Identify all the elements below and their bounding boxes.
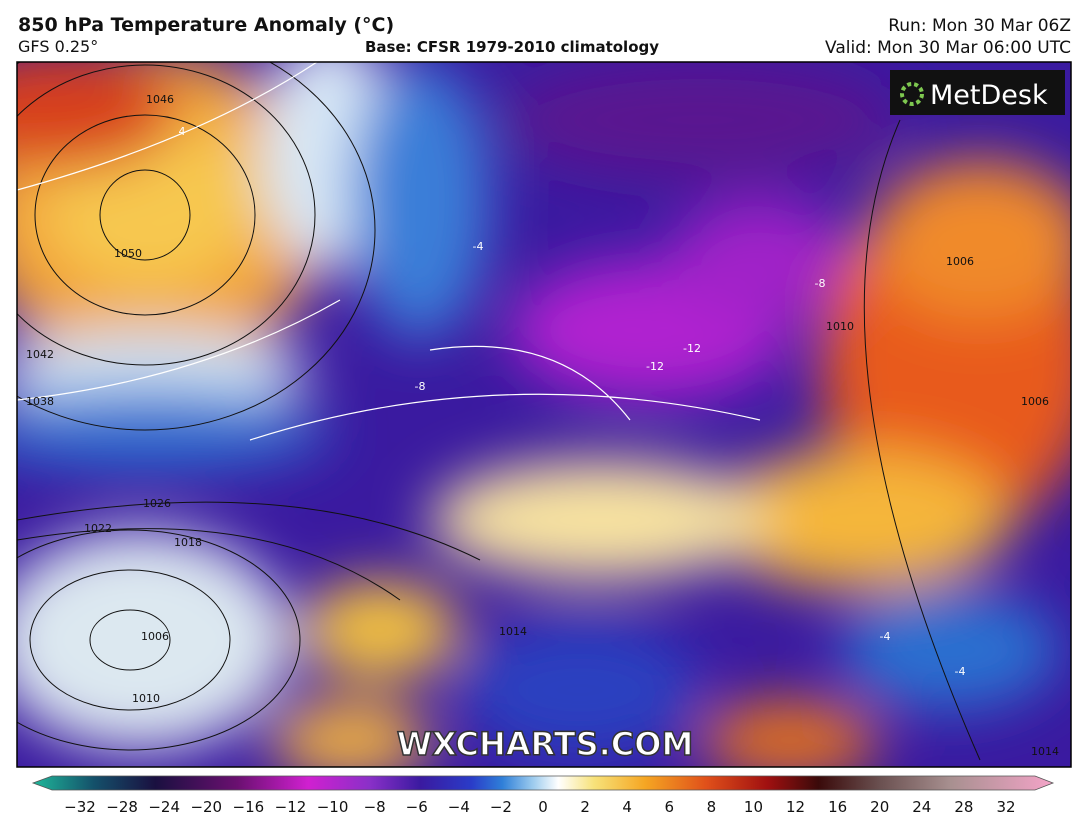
contour-label: 1006: [1021, 395, 1049, 408]
colorbar-label: −2: [490, 798, 512, 816]
colorbar-label: −12: [275, 798, 307, 816]
logo-box: [890, 70, 1065, 115]
colorbar-label: 8: [707, 798, 717, 816]
colorbar-label: 12: [786, 798, 805, 816]
valid-time: Valid: Mon 30 Mar 06:00 UTC: [825, 38, 1071, 58]
colorbar: [31, 775, 1055, 791]
subtitle: GFS 0.25°: [18, 37, 99, 56]
colorbar-label: 16: [828, 798, 847, 816]
contour-label: 1010: [826, 320, 854, 333]
title: 850 hPa Temperature Anomaly (°C): [18, 14, 395, 36]
contour-label: 1026: [143, 497, 171, 510]
colorbar-label: −32: [64, 798, 96, 816]
logo: MetDesk: [930, 80, 1048, 111]
contour-label: 1006: [946, 255, 974, 268]
contour-label: -4: [473, 240, 484, 253]
colorbar-label: 4: [622, 798, 632, 816]
contour-label: 1014: [499, 625, 527, 638]
contour-label: 1022: [84, 522, 112, 535]
contour-label: 1050: [114, 247, 142, 260]
contour-label: -12: [646, 360, 664, 373]
colorbar-label: 20: [870, 798, 889, 816]
colorbar-label: 0: [538, 798, 548, 816]
colorbar-label: 28: [954, 798, 973, 816]
run-time: Run: Mon 30 Mar 06Z: [888, 16, 1071, 36]
colorbar-label: −24: [148, 798, 180, 816]
colorbar-label: 32: [996, 798, 1015, 816]
colorbar-label: 10: [744, 798, 763, 816]
contour-label: 1046: [146, 93, 174, 106]
colorbar-label: 2: [580, 798, 590, 816]
colorbar-label: −4: [448, 798, 470, 816]
contour-label: 1038: [26, 395, 54, 408]
contour-label: -8: [415, 380, 426, 393]
map-field: [17, 62, 1071, 767]
colorbar-label: −10: [317, 798, 349, 816]
colorbar-label: −20: [190, 798, 222, 816]
contour-label: -4: [955, 665, 966, 678]
colorbar-label: −8: [364, 798, 386, 816]
contour-label: -12: [683, 342, 701, 355]
contour-label: -8: [815, 277, 826, 290]
colorbar-label: 24: [912, 798, 931, 816]
contour-label: 1006: [141, 630, 169, 643]
colorbar-label: −16: [233, 798, 265, 816]
watermark: WXCHARTS.COM: [397, 725, 694, 763]
colorbar-label: −28: [106, 798, 138, 816]
base-note: Base: CFSR 1979-2010 climatology: [365, 38, 660, 56]
contour-label: 1014: [1031, 745, 1059, 758]
contour-label: 1042: [26, 348, 54, 361]
contour-label: 1010: [132, 692, 160, 705]
contour-label: 1018: [174, 536, 202, 549]
colorbar-label: 6: [664, 798, 674, 816]
contour-label: -4: [880, 630, 891, 643]
colorbar-label: −6: [406, 798, 428, 816]
contour-label: 4: [179, 125, 186, 138]
